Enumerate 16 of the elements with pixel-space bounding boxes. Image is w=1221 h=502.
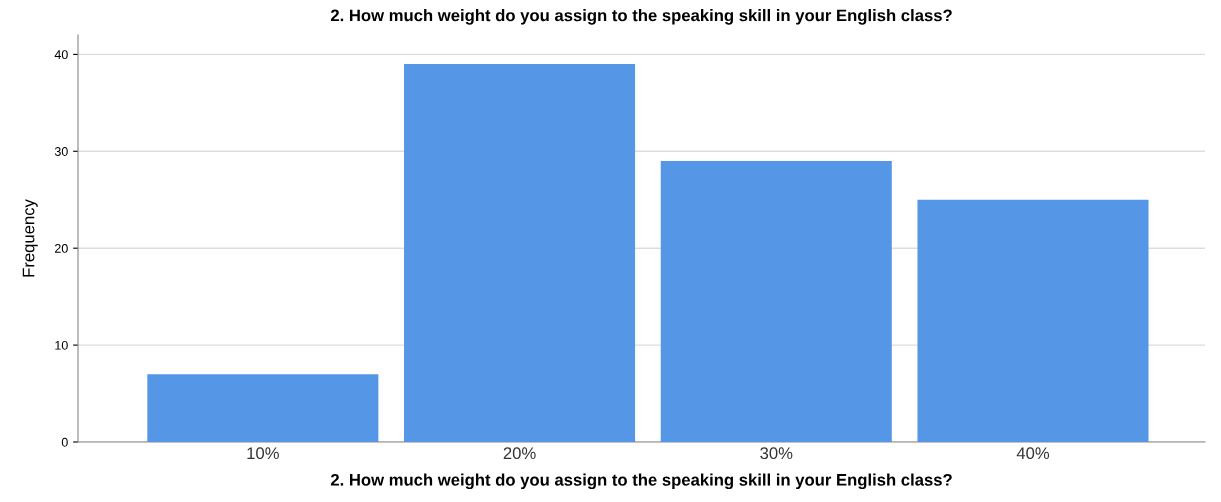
y-tick-label: 20 — [55, 243, 68, 253]
y-axis-title: Frequency — [22, 199, 38, 277]
x-tick-label: 30% — [760, 447, 793, 460]
bar — [147, 374, 379, 442]
y-tick-label: 0 — [61, 437, 68, 447]
y-tick-label: 40 — [54, 50, 68, 60]
bar — [404, 64, 636, 442]
y-tick-label: 30 — [54, 147, 68, 156]
bar — [660, 160, 892, 442]
bar — [917, 199, 1149, 442]
chart-title: 2. How much weight do you assign to the speaking skill in your English class? — [330, 9, 952, 25]
x-axis-title: 2. How much weight do you assign to the speaking skill in your English class? — [330, 473, 952, 490]
x-tick-label: 10% — [247, 447, 279, 460]
y-tick-label: 10 — [55, 340, 68, 350]
x-tick-label: 40% — [1016, 447, 1050, 460]
x-tick-label: 20% — [503, 447, 536, 460]
